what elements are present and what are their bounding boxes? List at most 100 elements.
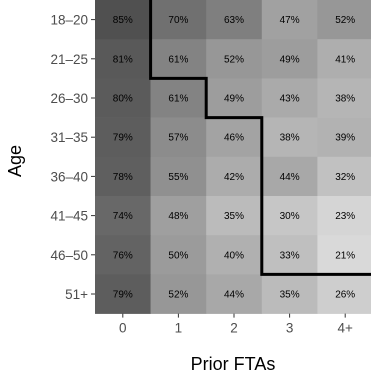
cell-value-label: 61%	[168, 54, 188, 65]
cell-value-label: 40%	[224, 250, 244, 261]
x-axis-ticks: 0 1 2 3 4+	[119, 313, 353, 336]
y-axis-label: Age	[5, 145, 25, 177]
heatmap-cell	[206, 196, 263, 236]
heatmap-cells	[95, 0, 371, 314]
y-tick-label: 36–40	[50, 169, 88, 184]
cell-value-label: 52%	[224, 54, 244, 65]
cell-value-label: 30%	[280, 211, 300, 222]
heatmap-cell	[150, 117, 207, 158]
cell-value-label: 35%	[224, 211, 244, 222]
heatmap-cell	[95, 117, 151, 158]
cell-value-label: 44%	[280, 172, 300, 183]
heatmap-cell	[206, 117, 263, 158]
heatmap-cell	[261, 156, 318, 197]
heatmap-cell	[261, 235, 318, 275]
heatmap-cell	[150, 39, 207, 79]
cell-value-labels: 85% 70% 63% 47% 52% 81% 61% 52% 49% 41% 80% 61% 49% 4…	[113, 15, 356, 300]
x-tick-label: 1	[175, 321, 183, 336]
y-axis-ticks: 18–20 21–25 26–30 31–35 36–40 41–45 46–50 51+	[50, 13, 95, 302]
heatmap-cell	[261, 196, 318, 236]
cell-value-label: 21%	[335, 250, 355, 261]
y-tick-label: 18–20	[50, 13, 88, 28]
heatmap-cell	[95, 0, 151, 40]
cell-value-label: 74%	[113, 211, 133, 222]
cell-value-label: 81%	[113, 54, 133, 65]
cell-value-label: 80%	[113, 94, 133, 105]
cell-value-label: 48%	[168, 211, 188, 222]
cell-value-label: 41%	[335, 54, 355, 65]
cell-value-label: 76%	[113, 250, 133, 261]
y-tick-label: 51+	[65, 287, 88, 302]
cell-value-label: 26%	[335, 290, 355, 301]
cell-value-label: 55%	[168, 172, 188, 183]
heatmap-cell	[95, 196, 151, 236]
heatmap-cell	[317, 196, 371, 236]
heatmap-cell	[317, 0, 371, 40]
heatmap-cell	[95, 156, 151, 197]
cell-value-label: 42%	[224, 172, 244, 183]
heatmap-cell	[150, 0, 207, 40]
cell-value-label: 52%	[168, 290, 188, 301]
cell-value-label: 33%	[280, 250, 300, 261]
cell-value-label: 57%	[168, 133, 188, 144]
heatmap-cell	[95, 235, 151, 275]
cell-value-label: 61%	[168, 94, 188, 105]
boundary-line	[149, 0, 371, 276]
cell-value-label: 38%	[335, 94, 355, 105]
cell-value-label: 38%	[280, 133, 300, 144]
x-axis-label: Prior FTAs	[191, 354, 276, 374]
heatmap-cell	[150, 274, 207, 314]
x-tick-label: 0	[119, 321, 127, 336]
x-tick-label: 2	[230, 321, 238, 336]
x-tick-label: 3	[286, 321, 294, 336]
cell-value-label: 44%	[224, 290, 244, 301]
heatmap-cell	[95, 78, 151, 118]
cell-value-label: 46%	[224, 133, 244, 144]
heatmap-cell	[261, 0, 318, 40]
heatmap-cell	[317, 117, 371, 158]
heatmap-cell	[317, 156, 371, 197]
cell-value-label: 70%	[168, 15, 188, 26]
cell-value-label: 79%	[113, 290, 133, 301]
heatmap-cell	[261, 39, 318, 79]
cell-value-label: 63%	[224, 15, 244, 26]
heatmap-cell	[206, 39, 263, 79]
heatmap-cell	[261, 274, 318, 314]
cell-value-label: 85%	[113, 15, 133, 26]
cell-value-label: 47%	[280, 15, 300, 26]
y-tick-label: 46–50	[50, 248, 88, 263]
heatmap-cell	[317, 78, 371, 118]
cell-value-label: 43%	[280, 94, 300, 105]
cell-value-label: 52%	[335, 15, 355, 26]
y-tick-label: 26–30	[50, 91, 88, 106]
heatmap-cell	[261, 117, 318, 158]
y-tick-label: 21–25	[50, 52, 88, 67]
cell-value-label: 49%	[224, 94, 244, 105]
heatmap-cell	[206, 235, 263, 275]
heatmap-cell	[206, 156, 263, 197]
heatmap-cell	[317, 235, 371, 275]
cell-value-label: 49%	[280, 54, 300, 65]
y-tick-label: 41–45	[50, 209, 88, 224]
cell-value-label: 23%	[335, 211, 355, 222]
heatmap-cell	[95, 274, 151, 314]
cell-value-label: 50%	[168, 250, 188, 261]
heatmap-cell	[317, 274, 371, 314]
heatmap-cell	[206, 0, 263, 40]
x-tick-label: 4+	[337, 321, 353, 336]
heatmap-cell	[150, 156, 207, 197]
heatmap-cell	[150, 235, 207, 275]
heatmap-cell	[206, 78, 263, 118]
cell-value-label: 32%	[335, 172, 355, 183]
cell-value-label: 39%	[335, 133, 355, 144]
y-tick-label: 31–35	[50, 130, 88, 145]
heatmap-cell	[95, 39, 151, 79]
cell-value-label: 79%	[113, 133, 133, 144]
heatmap-cell	[150, 78, 207, 118]
heatmap-cell	[206, 274, 263, 314]
heatmap-cell	[150, 196, 207, 236]
cell-value-label: 78%	[113, 172, 133, 183]
heatmap-cell	[261, 78, 318, 118]
heatmap-cell	[317, 39, 371, 79]
